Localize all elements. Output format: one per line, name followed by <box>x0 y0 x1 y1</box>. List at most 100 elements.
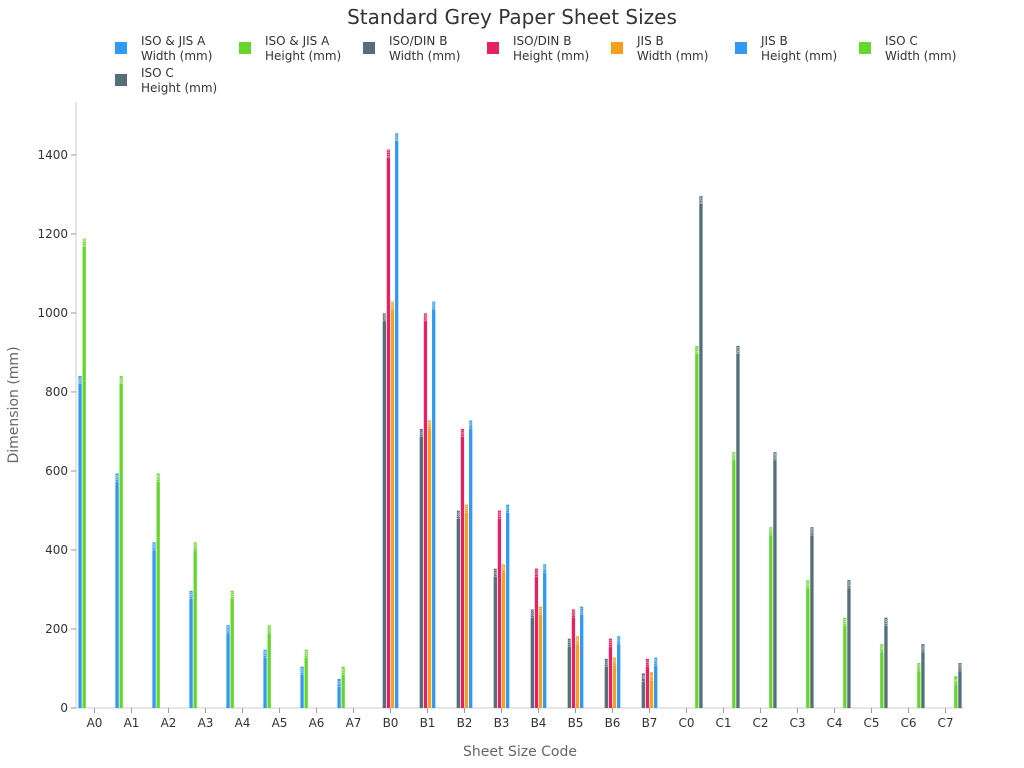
x-tick-label: A2 <box>161 716 177 730</box>
data-label-box <box>394 132 399 142</box>
data-label: 297 <box>230 592 234 598</box>
data-label-box <box>847 579 851 589</box>
data-label-box <box>641 673 646 682</box>
x-tick-label: A0 <box>87 716 103 730</box>
legend-item[interactable]: ISO/DIN B Height (mm) <box>487 34 611 64</box>
data-label: 88 <box>641 675 645 679</box>
legend-item[interactable]: ISO & JIS A Height (mm) <box>239 34 363 64</box>
y-tick-label: 1000 <box>37 306 68 320</box>
bar <box>538 606 543 708</box>
data-label-box <box>810 526 814 536</box>
legend-label: JIS B Width (mm) <box>637 34 709 63</box>
data-label: 353 <box>493 570 497 576</box>
bar <box>300 666 304 708</box>
data-label: 917 <box>695 347 699 353</box>
data-label-box <box>649 671 654 681</box>
legend-label: JIS B Height (mm) <box>761 34 838 63</box>
legend-label: ISO C Height (mm) <box>141 66 218 95</box>
x-axis-title: Sheet Size Code <box>463 744 577 760</box>
data-label-box <box>152 541 156 551</box>
data-label-box <box>645 658 650 667</box>
chart-title: Standard Grey Paper Sheet Sizes <box>347 5 677 29</box>
legend: ISO & JIS A Width (mm) ISO & JIS A Height (… <box>115 34 995 96</box>
data-label: 353 <box>534 570 538 576</box>
y-tick-label: 400 <box>45 543 68 557</box>
data-label: 182 <box>617 637 621 643</box>
bar <box>193 542 197 708</box>
data-label: 594 <box>156 474 160 480</box>
data-label: 1000 <box>382 313 386 321</box>
bar <box>82 238 86 708</box>
data-label-box <box>505 504 510 513</box>
data-label-box <box>768 526 773 536</box>
legend-label: ISO & JIS A Height (mm) <box>265 34 342 63</box>
legend-item[interactable]: ISO C Width (mm) <box>859 34 983 64</box>
x-tick-label: C0 <box>678 716 694 730</box>
data-label: 148 <box>304 651 308 657</box>
data-label: 128 <box>613 658 617 664</box>
bar <box>810 527 814 708</box>
data-label: 148 <box>263 651 267 657</box>
x-tick-label: C3 <box>789 716 805 730</box>
y-tick-label: 200 <box>45 622 68 636</box>
bar <box>419 428 423 708</box>
legend-item[interactable]: ISO & JIS A Width (mm) <box>115 34 239 64</box>
data-label-box <box>115 473 119 482</box>
bar <box>654 657 658 708</box>
data-label: 364 <box>502 565 506 571</box>
bar <box>337 678 341 708</box>
data-label-box <box>571 609 576 618</box>
data-label-box <box>263 649 267 658</box>
data-label-box <box>419 428 424 437</box>
data-label-box <box>653 657 658 666</box>
bar <box>645 658 650 708</box>
bar <box>226 625 230 708</box>
data-label: 841 <box>119 377 123 383</box>
legend-item[interactable]: ISO/DIN B Width (mm) <box>363 34 487 64</box>
data-label-box <box>616 635 621 645</box>
y-tick-label: 1400 <box>37 148 68 162</box>
data-label: 1456 <box>395 133 399 141</box>
bar <box>580 606 584 708</box>
data-label: 917 <box>736 347 740 353</box>
data-label-box <box>460 428 465 437</box>
data-label: 728 <box>428 421 432 427</box>
data-label-box <box>736 345 740 354</box>
data-label-box <box>612 657 617 666</box>
data-label-box <box>567 638 572 647</box>
data-label-box <box>884 617 888 626</box>
bar <box>843 617 847 708</box>
bar <box>119 375 123 708</box>
legend-item[interactable]: JIS B Height (mm) <box>735 34 859 64</box>
bar <box>543 564 547 708</box>
bar <box>427 420 432 708</box>
x-tick-label: B7 <box>642 716 658 730</box>
data-label: 257 <box>539 608 543 614</box>
x-tick-label: B6 <box>605 716 621 730</box>
data-label-box <box>501 564 506 573</box>
x-tick-label: C4 <box>826 716 842 730</box>
legend-item[interactable]: ISO C Height (mm) <box>115 66 239 96</box>
x-tick-label: B5 <box>568 716 584 730</box>
data-label: 91 <box>650 674 654 678</box>
data-label-box <box>226 624 230 634</box>
data-label: 364 <box>543 565 547 571</box>
x-tick-label: B2 <box>457 716 473 730</box>
bar <box>695 345 699 708</box>
legend-swatch <box>363 42 375 54</box>
data-label: 1000 <box>423 313 427 321</box>
legend-label: ISO/DIN B Height (mm) <box>513 34 590 63</box>
legend-label: ISO C Width (mm) <box>885 34 957 63</box>
legend-item[interactable]: JIS B Width (mm) <box>611 34 735 64</box>
bar <box>736 345 740 708</box>
data-label-box <box>773 451 777 461</box>
bar <box>493 568 497 708</box>
legend-label: ISO/DIN B Width (mm) <box>389 34 461 63</box>
data-label: 105 <box>300 668 304 674</box>
bar <box>884 617 888 708</box>
bar <box>612 657 617 708</box>
data-label-box <box>842 617 847 626</box>
x-tick-label: C1 <box>715 716 731 730</box>
data-label-box <box>382 312 387 322</box>
data-label-box <box>604 658 609 667</box>
